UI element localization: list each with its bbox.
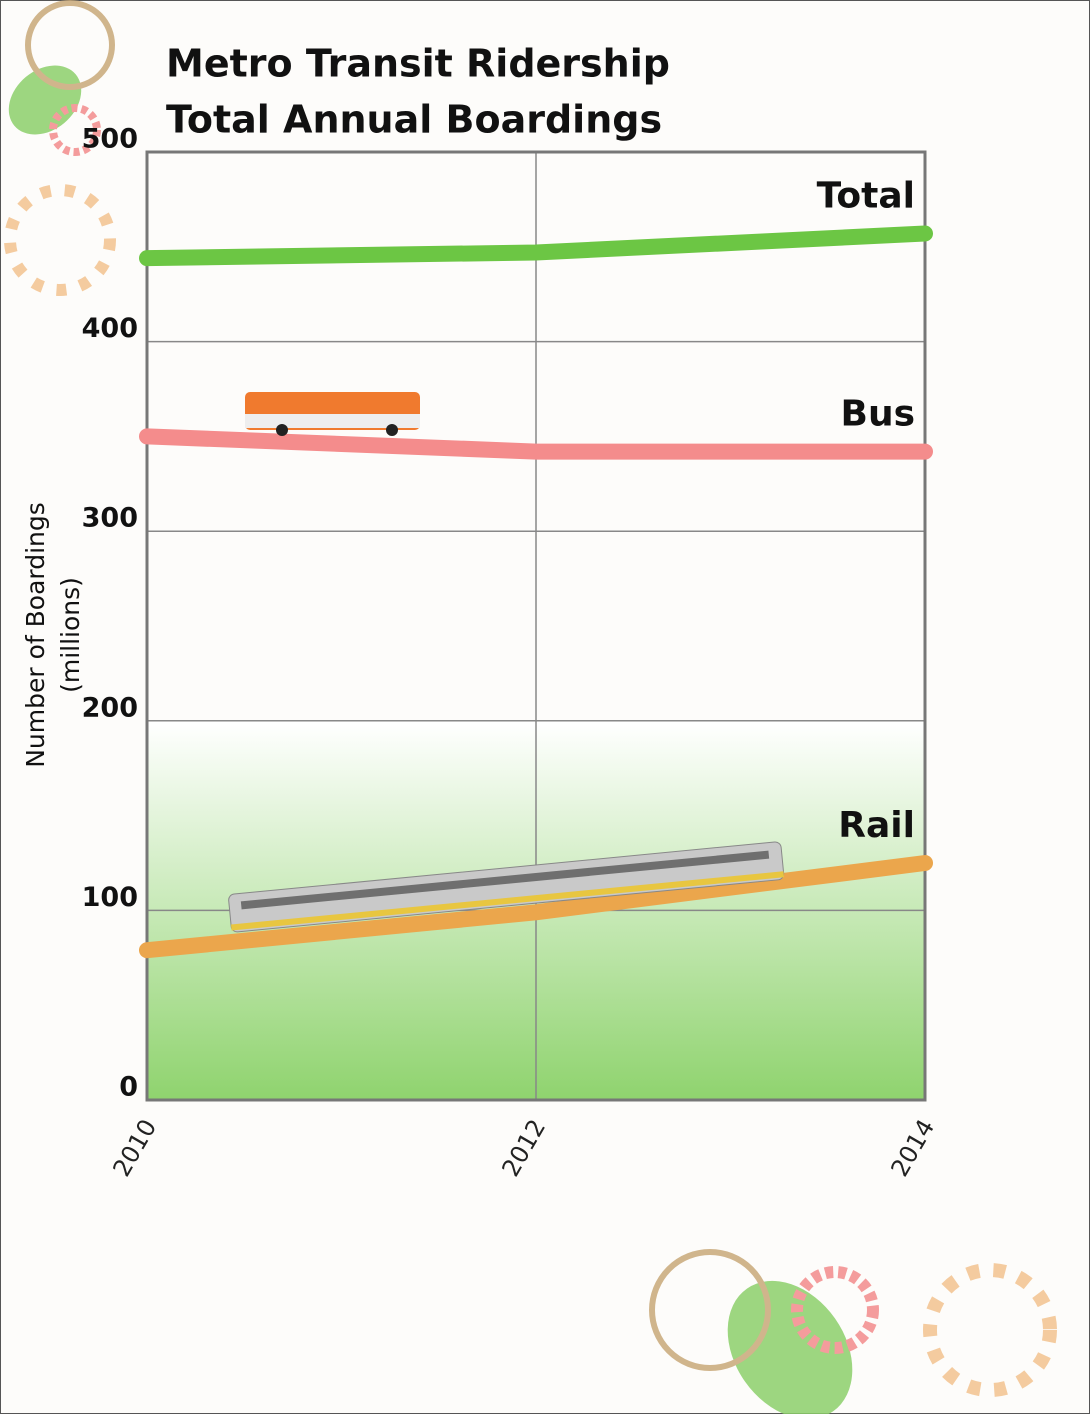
train-image	[228, 841, 785, 933]
y-axis-label: Number of Boardings	[21, 502, 50, 768]
series-line	[139, 225, 933, 267]
bus-image	[245, 392, 420, 436]
y-tick-label: 100	[82, 882, 138, 913]
series-line	[139, 428, 933, 460]
series-label: Rail	[838, 805, 915, 846]
y-tick-label: 500	[82, 124, 138, 155]
y-axis-label: (millions)	[56, 577, 85, 693]
series-label: Total	[817, 176, 915, 217]
y-tick-label: 200	[82, 692, 138, 723]
y-tick-label: 0	[119, 1072, 138, 1103]
plot-border	[145, 150, 927, 1102]
decoration	[4, 0, 1057, 1414]
y-tick-label: 300	[82, 503, 138, 534]
chart-subtitle: Total Annual Boardings	[166, 98, 662, 142]
series-label: Bus	[841, 394, 916, 435]
y-tick-label: 400	[82, 313, 138, 344]
series-line	[139, 855, 933, 959]
chart-title: Metro Transit Ridership	[166, 42, 670, 86]
